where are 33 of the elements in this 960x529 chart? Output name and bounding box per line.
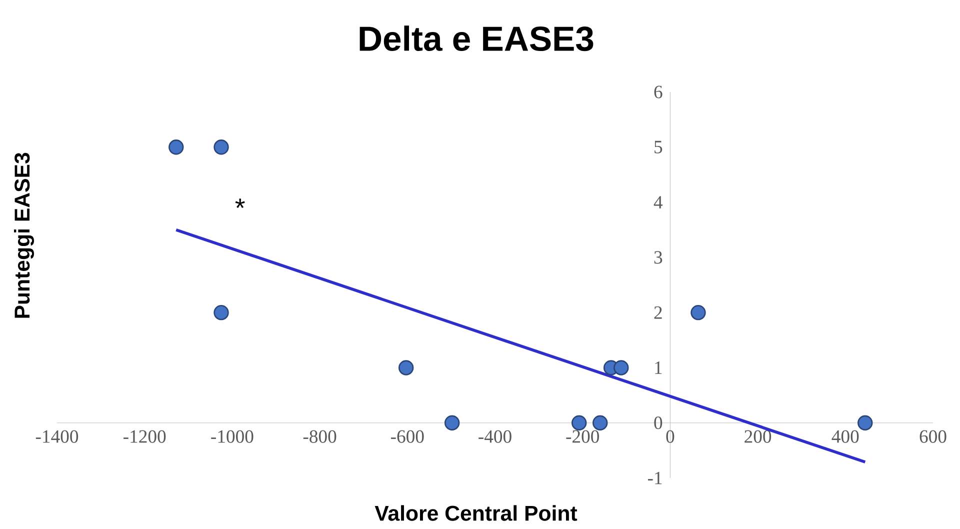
- point: [592, 415, 608, 430]
- point: [398, 360, 414, 376]
- y-tick-label: -1: [648, 472, 662, 484]
- y-tick-label: 1: [655, 362, 662, 374]
- point: [690, 304, 706, 320]
- x-tick-label: 200: [744, 430, 772, 443]
- point: [214, 140, 229, 155]
- point: [858, 415, 873, 430]
- y-axis-title: Punteggi EASE3: [14, 152, 34, 318]
- x-tick-label: -600: [390, 430, 424, 443]
- y-tick-label: 0: [654, 416, 662, 430]
- point: [214, 304, 229, 320]
- x-axis-title: Valore Central Point: [374, 505, 578, 521]
- x-tick-label: -1200: [124, 430, 166, 443]
- x-tick-label: 400: [832, 430, 859, 443]
- chart-title: Delta e EASE3: [360, 26, 594, 52]
- x-tick-label: 600: [920, 430, 946, 443]
- point: [168, 140, 184, 155]
- y-tick-label: 4: [654, 196, 663, 208]
- annotation: *: [235, 198, 245, 208]
- point: [444, 415, 460, 430]
- point: [572, 415, 587, 430]
- x-tick-label: -800: [303, 430, 336, 443]
- x-tick-label: 0: [666, 430, 674, 443]
- point: [614, 360, 629, 376]
- y-tick-label: 2: [654, 306, 662, 319]
- x-tick-label: -1000: [211, 430, 254, 443]
- x-tick-label: -1400: [36, 430, 78, 443]
- y-tick-label: 6: [654, 86, 662, 98]
- y-tick-label: 3: [654, 251, 662, 264]
- y-tick-label: 5: [654, 140, 662, 154]
- x-tick-label: -200: [566, 430, 599, 443]
- x-tick-label: -400: [478, 430, 512, 443]
